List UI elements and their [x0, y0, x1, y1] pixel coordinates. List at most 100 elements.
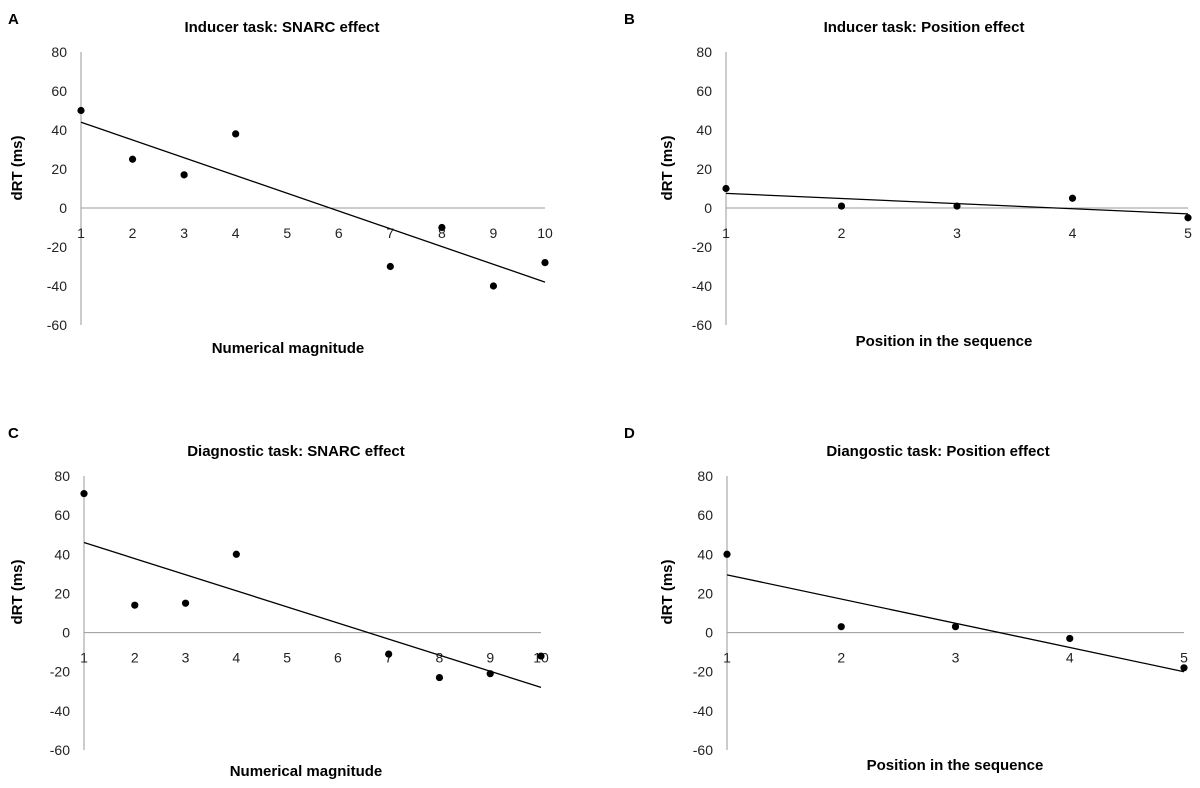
- panel-a-title: Inducer task: SNARC effect: [184, 19, 379, 36]
- panel-d-xtick: 2: [837, 650, 845, 666]
- panel-c-title: Diagnostic task: SNARC effect: [187, 443, 405, 460]
- panel-b-ytick: -40: [692, 278, 712, 294]
- panel-d-ytick: 20: [697, 585, 713, 601]
- panel-d-data-point: [951, 623, 960, 631]
- panel-a-ytick: -60: [47, 317, 67, 333]
- panel-b-data-point: [1068, 194, 1077, 202]
- panel-b-ytick: 80: [696, 44, 712, 60]
- panel-a-data-point: [77, 106, 85, 115]
- panel-a-ytick: 0: [59, 200, 67, 216]
- panel-c-ytick: -60: [50, 742, 70, 758]
- panel-b-ytick: 20: [696, 161, 712, 177]
- panel-b-xtick: 4: [1069, 225, 1077, 241]
- panel-c-data-point: [385, 650, 393, 658]
- panel-c-data-point: [80, 490, 88, 498]
- panel-d-ytick: 40: [697, 546, 713, 562]
- panel-b-xtick: 1: [722, 225, 730, 241]
- panel-d-xlabel: Position in the sequence: [867, 757, 1044, 774]
- panel-a-xlabel: Numerical magnitude: [212, 340, 365, 357]
- panel-b-ylabel: dRT (ms): [659, 136, 676, 201]
- panel-d-data-point: [837, 623, 845, 631]
- panel-c-data-point: [181, 599, 190, 607]
- panel-c-ylabel: dRT (ms): [9, 560, 26, 625]
- panel-c-ytick: -40: [50, 703, 70, 719]
- panel-d-ylabel: dRT (ms): [659, 560, 676, 625]
- panel-d-ytick: 0: [705, 625, 713, 641]
- panel-c-xtick: 6: [334, 650, 342, 666]
- panel-a-ytick: 80: [51, 44, 67, 60]
- panel-b-plot: 80 60 40 20 0 -20 -40 -60 1 2 3 4 5: [692, 44, 1192, 333]
- panel-d-data-point: [1066, 634, 1074, 643]
- panel-c-xlabel: Numerical magnitude: [230, 763, 383, 780]
- panel-c-ytick: 80: [54, 468, 70, 484]
- panel-a-data-point: [128, 155, 137, 163]
- panel-c-ytick: 60: [54, 507, 70, 523]
- panel-b-ytick: -60: [692, 317, 712, 333]
- panel-d-xtick: 1: [723, 650, 731, 666]
- panel-b-xtick: 3: [953, 225, 961, 241]
- panel-b-data-point: [837, 202, 846, 210]
- panel-d-letter: D: [624, 425, 635, 442]
- panel-b-data-point: [953, 202, 961, 210]
- panel-a-xtick: 5: [283, 225, 291, 241]
- panel-c-xtick: 3: [182, 650, 190, 666]
- panel-a: A Inducer task: SNARC effect dRT (ms) Nu…: [8, 11, 553, 357]
- panel-d-xtick: 5: [1180, 650, 1188, 666]
- panel-a-ylabel: dRT (ms): [9, 136, 26, 201]
- panel-d-ytick: -40: [693, 703, 713, 719]
- panel-b-letter: B: [624, 11, 635, 28]
- panel-a-plot: 80 60 40 20 0 -20 -40 -60 1 2 3 4 5 6 7 8 9 10: [47, 44, 553, 333]
- panel-d-ytick: -60: [693, 742, 713, 758]
- panel-c-xtick: 9: [486, 650, 494, 666]
- panel-a-xtick: 2: [129, 225, 137, 241]
- panel-b-ytick: 40: [696, 122, 712, 138]
- panel-b: B Inducer task: Position effect dRT (ms)…: [624, 11, 1192, 350]
- panel-c-trendline: [83, 541, 542, 688]
- panel-a-xtick: 3: [180, 225, 188, 241]
- panel-c: C Diagnostic task: SNARC effect dRT (ms)…: [8, 425, 549, 780]
- panel-c-data-point: [435, 673, 444, 682]
- panel-b-ytick: -20: [692, 239, 712, 255]
- panel-a-xtick: 4: [232, 225, 240, 241]
- panel-a-letter: A: [8, 11, 19, 28]
- panel-b-ytick: 60: [696, 83, 712, 99]
- panel-d-data-point: [1180, 664, 1188, 672]
- panel-c-xtick: 1: [80, 650, 88, 666]
- panel-b-ytick: 0: [704, 200, 712, 216]
- panel-a-ytick: 40: [51, 122, 67, 138]
- panel-a-xtick: 7: [386, 225, 394, 241]
- panel-c-xtick: 8: [436, 650, 444, 666]
- panel-d-xtick: 4: [1066, 650, 1074, 666]
- panel-c-data-point: [486, 670, 494, 678]
- panel-a-data-point: [180, 171, 188, 179]
- panel-b-xtick: 2: [838, 225, 846, 241]
- panel-c-ytick: 0: [62, 625, 70, 641]
- panel-c-ytick: 40: [54, 546, 70, 562]
- panel-a-ytick: 20: [51, 161, 67, 177]
- panel-c-data-point: [131, 601, 139, 609]
- panel-b-data-point: [722, 184, 730, 193]
- panel-d-xtick: 3: [952, 650, 960, 666]
- panel-a-data-point: [386, 262, 394, 271]
- panel-b-xlabel: Position in the sequence: [856, 333, 1033, 350]
- panel-c-ytick: 20: [54, 585, 70, 601]
- panel-c-xtick: 2: [131, 650, 139, 666]
- panel-b-data-point: [1184, 214, 1192, 222]
- panel-a-data-point: [232, 130, 240, 138]
- panel-d-ytick: -20: [693, 664, 713, 680]
- panel-c-data-point: [232, 550, 240, 558]
- panel-a-data-point: [489, 282, 498, 290]
- panel-d-title: Diangostic task: Position effect: [826, 443, 1049, 460]
- panel-c-letter: C: [8, 425, 19, 442]
- panel-c-ytick: -20: [50, 664, 70, 680]
- panel-b-xtick: 5: [1184, 225, 1192, 241]
- panel-a-xtick: 10: [537, 225, 553, 241]
- panel-a-ytick: -40: [47, 278, 67, 294]
- panel-d-ytick: 80: [697, 468, 713, 484]
- panel-c-data-point: [537, 652, 545, 660]
- panel-c-xtick: 4: [232, 650, 240, 666]
- panel-a-data-point: [438, 223, 446, 232]
- panel-d-plot: 80 60 40 20 0 -20 -40 -60 1 2 3 4 5: [693, 468, 1188, 758]
- panel-d: D Diangostic task: Position effect dRT (…: [624, 425, 1188, 774]
